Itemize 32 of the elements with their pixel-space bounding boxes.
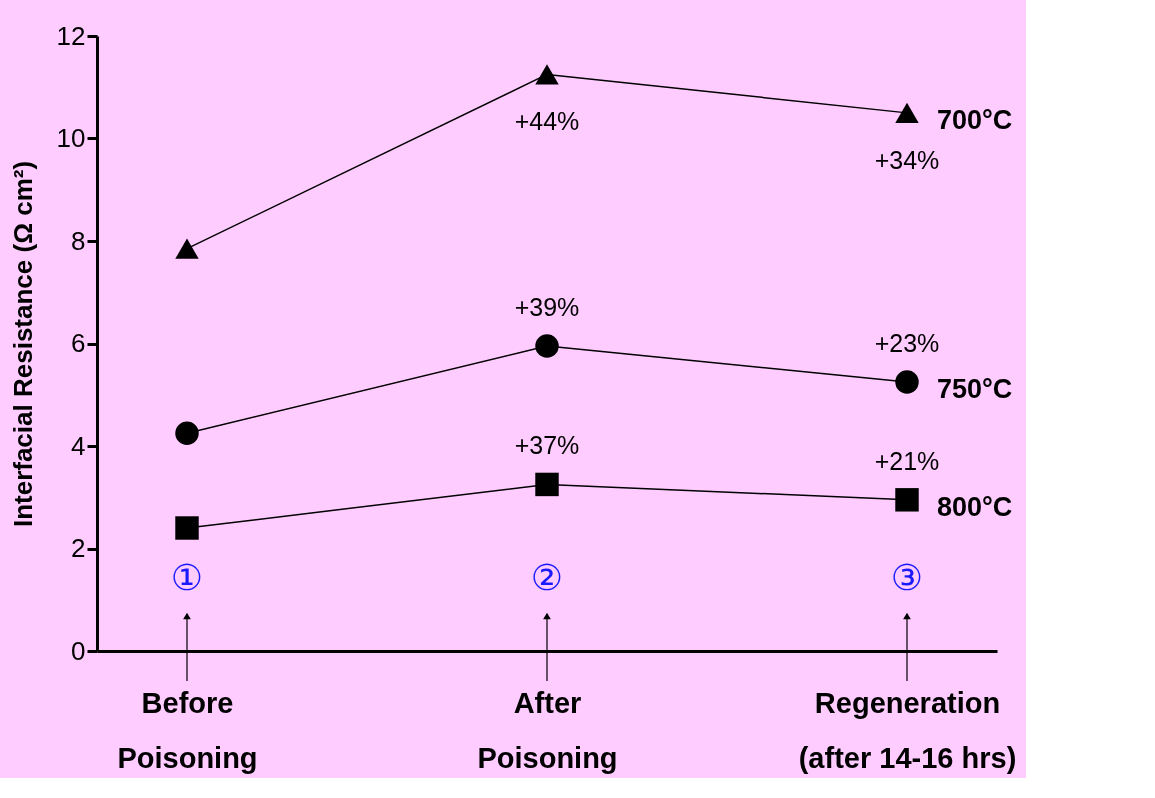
series-label: 700°C: [937, 104, 1013, 135]
annotation: +21%: [874, 446, 940, 475]
x-tick-label: After Poisoning: [477, 686, 618, 774]
y-tick-label: 10: [56, 123, 86, 153]
series-label: 750°C: [937, 373, 1013, 404]
point: [535, 64, 559, 85]
y-tick-label: 0: [71, 635, 86, 666]
y-tick-label: 4: [71, 430, 86, 461]
point: [895, 488, 919, 512]
annotation: ②: [530, 557, 564, 598]
annotation: +23%: [874, 328, 940, 357]
point: [895, 102, 919, 124]
annotation: +37%: [514, 431, 580, 460]
x-tick-label: Regeneration (after 14-16 hrs): [798, 686, 1017, 774]
series-label: 800°C: [937, 491, 1013, 522]
y-tick-label: 8: [71, 225, 86, 256]
y-axis-title: Interfacial Resistance (Ω cm²): [7, 160, 38, 528]
point: [895, 370, 919, 394]
annotation: ③: [890, 557, 924, 598]
point: [535, 472, 559, 497]
point: [175, 516, 199, 540]
point: [535, 334, 559, 358]
y-tick-label: 12: [56, 20, 86, 51]
annotation: +39%: [514, 293, 580, 322]
y-tick-label: 6: [71, 328, 86, 358]
point: [175, 421, 199, 445]
x-tick-label: Before Poisoning: [117, 686, 258, 774]
annotation: ①: [170, 557, 204, 598]
annotation: +44%: [514, 107, 580, 136]
point: [175, 238, 199, 259]
annotation: +34%: [874, 145, 940, 174]
y-tick-label: 2: [71, 533, 86, 563]
